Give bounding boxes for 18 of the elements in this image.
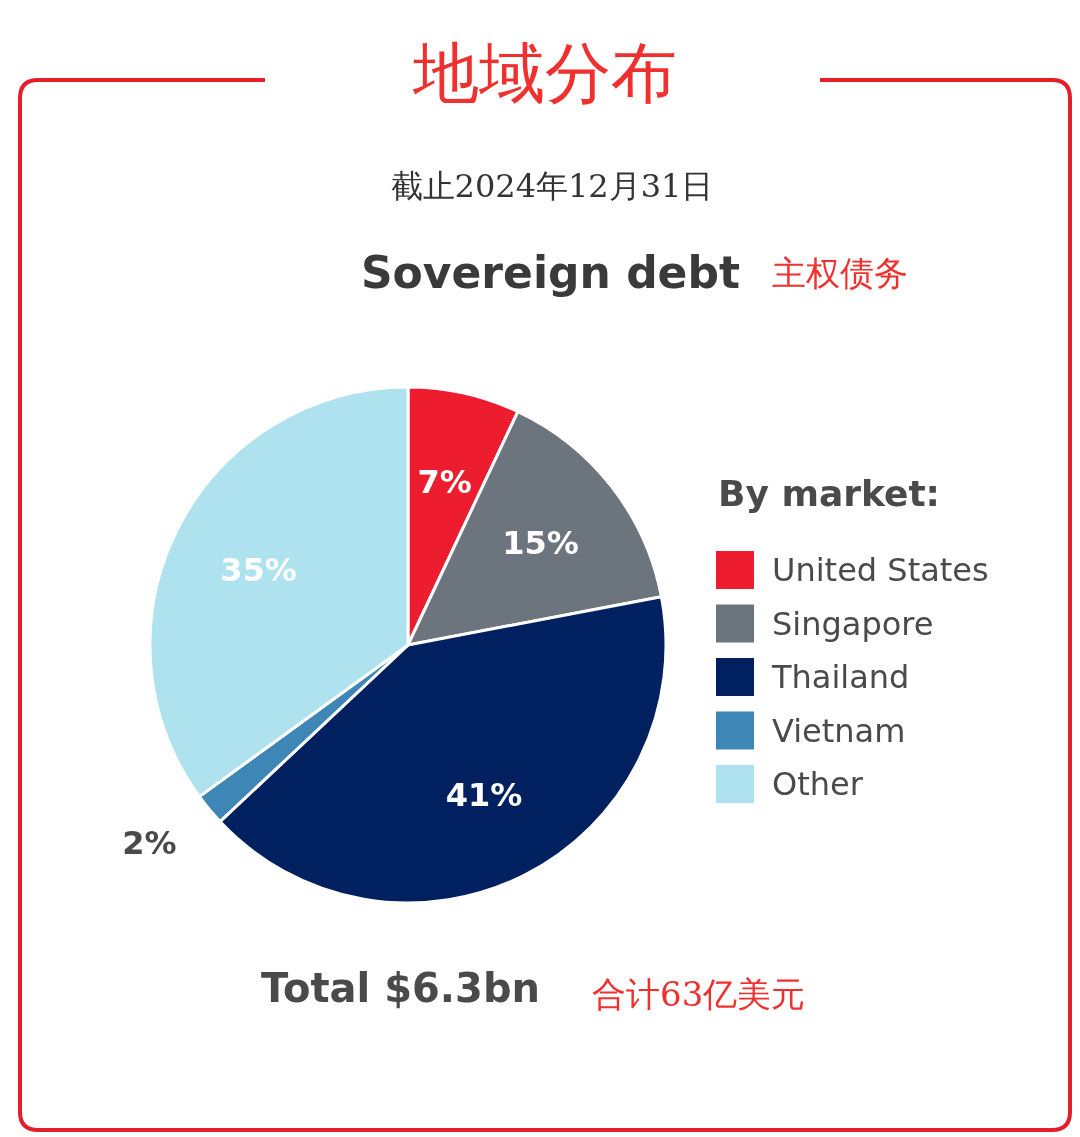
text: Total $6.3bn	[260, 965, 540, 1011]
legend-label: Other	[772, 765, 864, 803]
chart-title: 地域分布	[412, 35, 677, 112]
data-label: 7%	[417, 463, 472, 502]
legend-label: Thailand	[771, 658, 910, 696]
data-label: 2%	[122, 824, 177, 863]
chart-subtitle: 截止2024年12月31日	[390, 167, 714, 205]
legend-label: Singapore	[772, 604, 934, 643]
legend-title: By market:	[718, 473, 940, 514]
data-label: 41%	[445, 776, 523, 815]
data-label: 15%	[502, 524, 579, 563]
text: 合计63亿美元	[592, 974, 806, 1014]
legend-label: United States	[772, 551, 989, 589]
pie-slice	[148, 385, 410, 799]
text: 主权债务	[772, 253, 908, 293]
text: Sovereign debt	[360, 247, 740, 298]
legend-label: Vietnam	[772, 711, 906, 750]
data-label: 35%	[220, 550, 297, 589]
